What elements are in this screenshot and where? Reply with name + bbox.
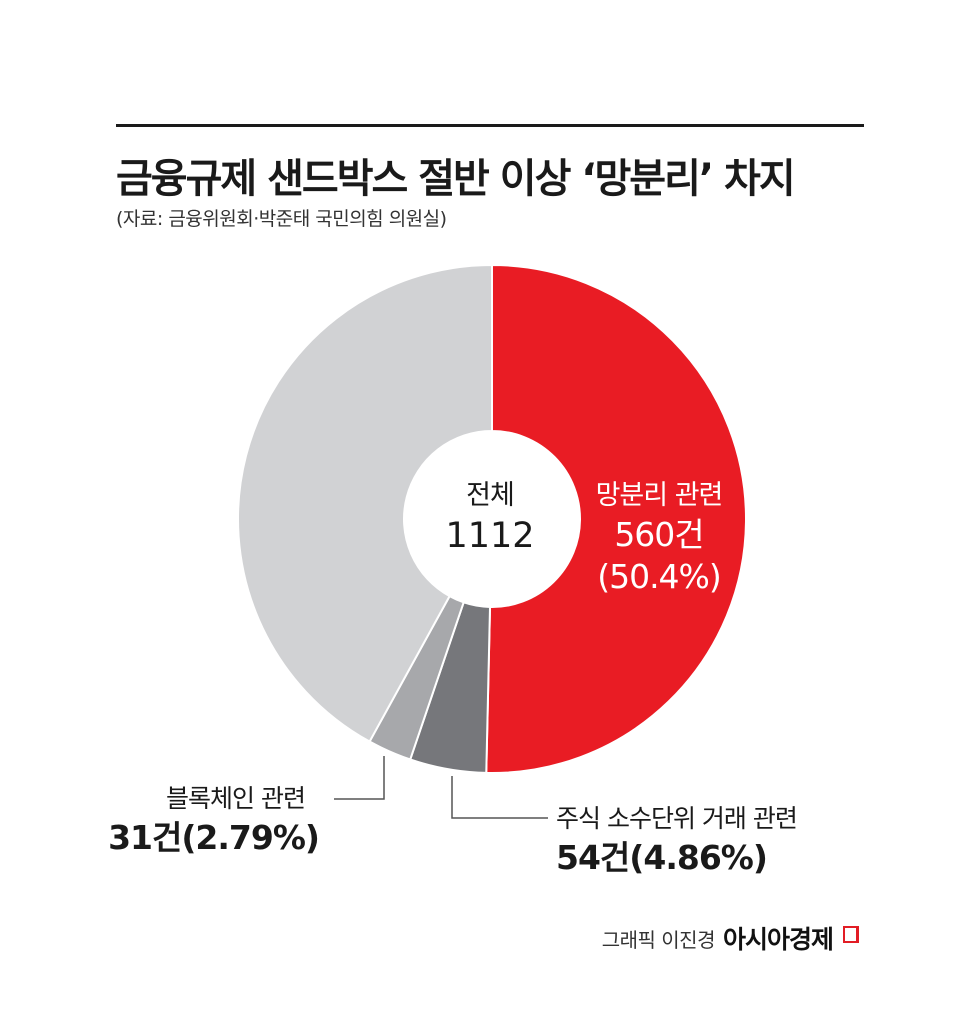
credit: 그래픽 이진경 아시아경제 [602,920,859,956]
total-label: 전체 [466,480,515,511]
leader-line-blockchain [334,756,385,800]
slice-name-mangbunri: 망분리 관련 [595,480,724,511]
slice-other [237,263,493,743]
slice-label-mangbunri: 망분리 관련 560건 (50.4%) [570,478,748,598]
slice-count-mangbunri: 560건 [614,515,704,554]
slice-name-blockchain: 블록체인 관련 [166,784,306,813]
slice-percent-mangbunri: (50.4%) [597,557,722,596]
chart-source: (자료: 금융위원회·박준태 국민의힘 의원실) [116,208,447,230]
total-value: 1112 [445,516,535,556]
callout-blockchain: 블록체인 관련 31건(2.79%) [108,782,320,860]
chart-title: 금융규제 샌드박스 절반 이상 ‘망분리’ 차지 [116,156,796,202]
logo-mark-icon [843,925,859,943]
slice-value-blockchain: 31건(2.79%) [108,818,320,857]
leader-line-stock-fractional [451,776,548,819]
credit-text: 그래픽 이진경 [601,927,716,952]
publisher-logo: 아시아경제 [722,925,834,954]
slice-mangbunri [485,263,747,774]
callout-stock-fractional: 주식 소수단위 거래 관련 54건(4.86%) [556,802,798,880]
top-rule [116,124,864,127]
donut-center-label: 전체 1112 [404,478,576,558]
slice-name-stock-fractional: 주식 소수단위 거래 관련 [556,804,798,833]
slice-value-stock-fractional: 54건(4.86%) [556,838,768,877]
